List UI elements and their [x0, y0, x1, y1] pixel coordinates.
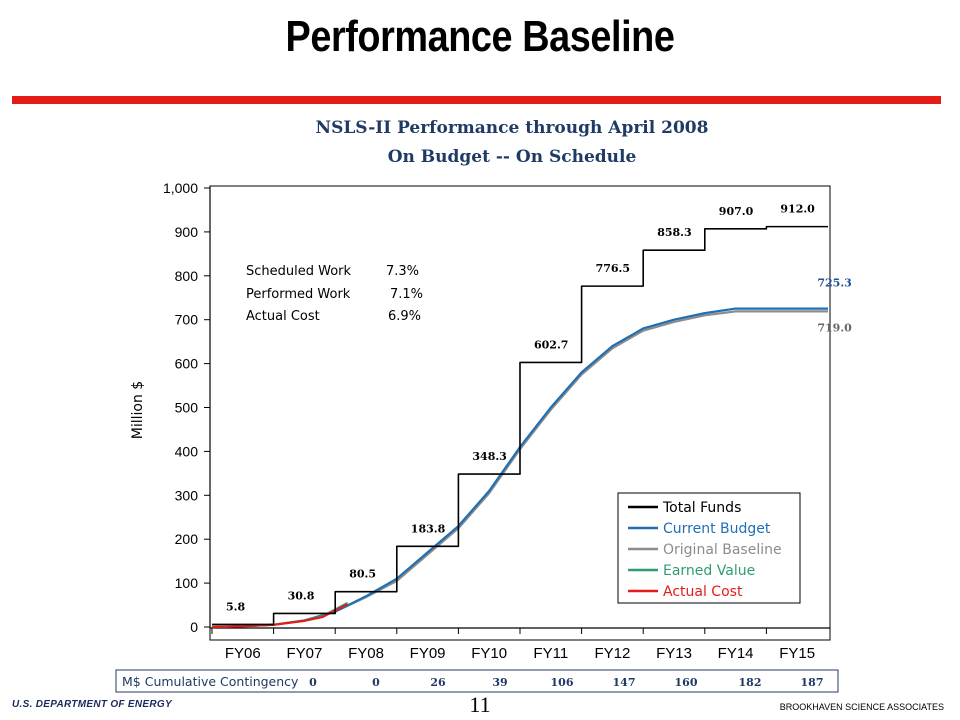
contingency-value: 39 [492, 676, 507, 689]
contingency-value: 0 [372, 676, 380, 689]
y-tick-label: 0 [190, 619, 198, 635]
data-label-budget: 725.3 [817, 277, 851, 290]
legend-label-original-baseline: Original Baseline [663, 542, 782, 558]
legend-label-current-budget: Current Budget [663, 521, 771, 537]
data-label-step: 183.8 [411, 522, 446, 535]
series-total-funds [212, 225, 828, 626]
chart-title: NSLS-II Performance through April 2008 [316, 118, 709, 138]
data-label-step: 776.5 [596, 262, 630, 275]
x-tick-label: FY12 [594, 645, 630, 662]
contingency-value: 187 [801, 676, 824, 689]
data-label-step: 80.5 [349, 568, 376, 581]
series-lines [211, 225, 828, 629]
legend-label-total-funds: Total Funds [662, 500, 741, 516]
x-tick-label: FY07 [286, 645, 322, 662]
y-tick-label: 1,000 [163, 180, 198, 196]
data-label-step: 30.8 [288, 589, 315, 602]
x-tick-label: FY11 [533, 645, 568, 662]
data-label-step: 348.3 [472, 450, 506, 463]
contingency-value: 147 [613, 676, 636, 689]
data-label-baseline: 719.0 [817, 321, 852, 334]
y-tick-label: 200 [175, 531, 199, 547]
y-tick-label: 800 [175, 268, 199, 284]
y-tick-label: 400 [175, 443, 199, 459]
x-tick-label: FY08 [348, 645, 384, 662]
data-label-step: 5.8 [226, 600, 245, 613]
chart-subtitle: On Budget -- On Schedule [388, 147, 637, 167]
legend: Total Funds Current Budget Original Baseli… [617, 492, 801, 604]
x-tick-label: FY15 [779, 645, 815, 662]
data-label-step: 912.0 [780, 203, 815, 216]
contingency-label: M$ Cumulative Contingency [122, 674, 299, 689]
contingency-box [115, 669, 839, 693]
perf-label-performed: Performed Work [246, 287, 351, 302]
legend-label-actual-cost: Actual Cost [663, 584, 743, 600]
legend-label-earned-value: Earned Value [663, 563, 755, 579]
contingency-value: 106 [551, 676, 574, 689]
doe-logo: U.S. DEPARTMENT OF ENERGY [12, 699, 172, 710]
legend-items: Total Funds Current Budget Original Baseli… [628, 500, 782, 600]
data-labels: 5.8 30.8 80.5 183.8 348.3 602.7 776.5 858.3 907.… [226, 203, 852, 614]
y-tick-label: 500 [175, 400, 199, 416]
y-tick-label: 700 [175, 312, 199, 328]
data-label-step: 602.7 [534, 338, 568, 351]
perf-value-scheduled: 7.3% [386, 264, 419, 279]
perf-value-actual: 6.9% [388, 309, 421, 324]
y-tick-label: 600 [175, 356, 199, 372]
y-ticks: 0 100 200 300 400 500 600 700 800 900 1,000 [163, 180, 210, 635]
y-axis-label: Million $ [130, 381, 146, 439]
perf-label-scheduled: Scheduled Work [246, 264, 352, 279]
contingency-value: 26 [430, 676, 446, 689]
page-number: 11 [469, 692, 491, 717]
perf-label-actual: Actual Cost [246, 309, 320, 324]
footer-organization: BROOKHAVEN SCIENCE ASSOCIATES [779, 702, 944, 712]
title-rule [12, 96, 941, 104]
data-label-step: 907.0 [719, 205, 754, 218]
contingency-value: 182 [739, 676, 762, 689]
perf-value-performed: 7.1% [390, 287, 423, 302]
data-label-step: 858.3 [657, 226, 691, 239]
x-tick-label: FY06 [225, 645, 261, 662]
performance-box: Scheduled Work 7.3% Performed Work 7.1% … [246, 264, 423, 324]
contingency-value: 0 [309, 676, 317, 689]
contingency-row: M$ Cumulative Contingency 0 0 26 39 106 147 16… [115, 669, 839, 693]
x-tick-label: FY13 [656, 645, 692, 662]
contingency-value: 160 [675, 676, 698, 689]
x-tick-label: FY09 [410, 645, 446, 662]
slide-title: Performance Baseline [285, 12, 675, 61]
y-tick-label: 300 [175, 487, 199, 503]
y-tick-label: 100 [175, 575, 199, 591]
contingency-values: 0 0 26 39 106 147 160 182 187 [309, 676, 823, 689]
y-tick-label: 900 [175, 224, 199, 240]
x-ticks: FY06 FY07 FY08 FY09 FY10 FY11 FY12 FY13 FY14 FY15 [211, 628, 815, 662]
x-tick-label: FY14 [718, 645, 754, 662]
x-tick-label: FY10 [471, 645, 507, 662]
